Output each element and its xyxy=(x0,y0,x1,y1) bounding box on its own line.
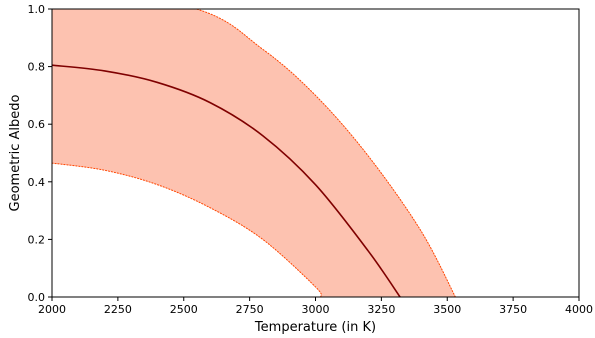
x-tick-label: 2000 xyxy=(38,303,66,316)
x-tick-label: 2750 xyxy=(236,303,264,316)
lower-bound-line xyxy=(52,162,322,297)
y-tick-label: 0.0 xyxy=(28,291,46,304)
x-tick-label: 3250 xyxy=(367,303,395,316)
x-tick-label: 2250 xyxy=(104,303,132,316)
x-tick-label: 2500 xyxy=(170,303,198,316)
x-tick-label: 4000 xyxy=(565,303,593,316)
x-tick-label: 3750 xyxy=(499,303,527,316)
y-tick-label: 1.0 xyxy=(28,3,46,16)
y-tick-label: 0.4 xyxy=(28,176,46,189)
x-axis: 2000 2250 2500 2750 3000 3250 3500 3750 4000 xyxy=(38,297,593,316)
x-tick-label: 3500 xyxy=(433,303,461,316)
y-axis-label: Geometric Albedo xyxy=(8,94,23,211)
y-tick-label: 0.2 xyxy=(28,233,46,246)
x-tick-label: 3000 xyxy=(302,303,330,316)
upper-bound-line xyxy=(194,9,456,297)
y-tick-label: 0.8 xyxy=(28,61,46,74)
uncertainty-band xyxy=(52,9,579,297)
x-axis-label: Temperature (in K) xyxy=(254,320,376,335)
y-axis: 0.0 0.2 0.4 0.6 0.8 1.0 xyxy=(28,3,52,304)
central-line xyxy=(52,64,401,297)
y-tick-label: 0.6 xyxy=(28,118,46,131)
plot-area xyxy=(52,9,579,297)
